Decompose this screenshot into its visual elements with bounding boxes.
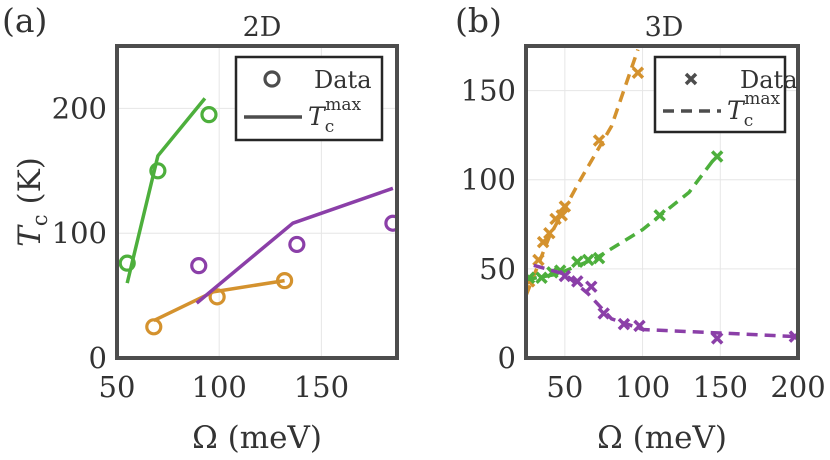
data-point-orange bbox=[532, 253, 545, 267]
data-point-purple bbox=[617, 317, 631, 331]
data-point-orange bbox=[275, 272, 294, 290]
data-point-purple bbox=[558, 269, 572, 283]
data-point-orange bbox=[543, 226, 556, 240]
data-point-purple bbox=[788, 330, 798, 343]
data-point-green bbox=[571, 255, 584, 268]
data-point-green bbox=[581, 253, 595, 267]
legend-label-data: Data bbox=[314, 66, 372, 94]
legend-marker-data bbox=[684, 72, 698, 86]
y-tick-label: 100 bbox=[52, 216, 107, 250]
data-point-green bbox=[118, 254, 136, 272]
series-group bbox=[118, 97, 397, 336]
data-point-green bbox=[592, 251, 606, 265]
data-point-green bbox=[535, 271, 548, 285]
data-point-green bbox=[200, 106, 218, 124]
y-tick-label: 50 bbox=[479, 252, 516, 286]
legend-label-model: Tcmax bbox=[727, 89, 780, 131]
y-tick-label: 150 bbox=[461, 74, 516, 108]
data-point-orange bbox=[592, 134, 606, 147]
data-point-green bbox=[710, 150, 724, 163]
axes-frame bbox=[524, 44, 800, 360]
y-tick-label: 0 bbox=[89, 341, 107, 375]
x-tick-label: 50 bbox=[99, 370, 136, 404]
data-point-orange bbox=[145, 318, 163, 336]
data-point-purple bbox=[597, 307, 610, 320]
y-tick-label: 0 bbox=[498, 341, 516, 375]
y-tick-label: 100 bbox=[461, 163, 516, 197]
x-axis-label: Ω (meV) bbox=[192, 420, 322, 456]
x-tick-label: 50 bbox=[546, 370, 583, 404]
series-line-green bbox=[125, 97, 207, 284]
data-point-orange bbox=[549, 212, 562, 226]
axes-frame bbox=[115, 44, 399, 360]
data-point-green bbox=[653, 209, 666, 222]
x-tick-label: 150 bbox=[693, 370, 748, 404]
panel-title: 2D bbox=[243, 12, 282, 43]
data-point-purple bbox=[571, 275, 584, 288]
data-point-green bbox=[149, 162, 167, 180]
data-point-purple bbox=[710, 332, 724, 345]
y-axis-label: Tc (K) bbox=[12, 157, 52, 247]
data-point-orange bbox=[631, 66, 645, 79]
panel-b: 50 100 150 200 0 50 100 150 Ω (meV) 3D (b) DataTcma… bbox=[455, 1, 826, 456]
y-tick-label: 200 bbox=[52, 91, 107, 125]
x-tick-label: 150 bbox=[294, 370, 349, 404]
data-point-purple bbox=[585, 280, 598, 293]
series-group bbox=[526, 49, 798, 345]
legend-box bbox=[653, 55, 787, 134]
x-axis-label: Ω (meV) bbox=[597, 420, 727, 456]
legend-label-model: Tcmax bbox=[308, 95, 361, 137]
data-point-orange bbox=[536, 235, 550, 249]
data-point-orange bbox=[555, 209, 568, 222]
x-tick-label: 100 bbox=[192, 370, 247, 404]
panel-title: 3D bbox=[645, 12, 684, 43]
data-point-purple bbox=[384, 214, 397, 232]
data-point-purple bbox=[288, 235, 306, 254]
panel-label: (a) bbox=[2, 1, 47, 40]
data-point-orange bbox=[208, 288, 226, 306]
legend-marker-data bbox=[263, 70, 281, 88]
series-line-purple bbox=[195, 186, 394, 305]
panel-a: 50 100 150 0 100 200 Ω (meV) Tc (K) 2D (a) DataTcm… bbox=[2, 1, 399, 456]
x-tick-label: 200 bbox=[770, 370, 825, 404]
panel-label: (b) bbox=[455, 1, 502, 40]
legend-label-data: Data bbox=[740, 66, 798, 94]
x-tick-label: 100 bbox=[615, 370, 670, 404]
legend-box bbox=[234, 55, 384, 142]
data-point-purple bbox=[633, 319, 646, 333]
data-point-orange bbox=[558, 200, 572, 213]
data-point-purple bbox=[190, 257, 208, 275]
data-point-green bbox=[526, 271, 536, 285]
